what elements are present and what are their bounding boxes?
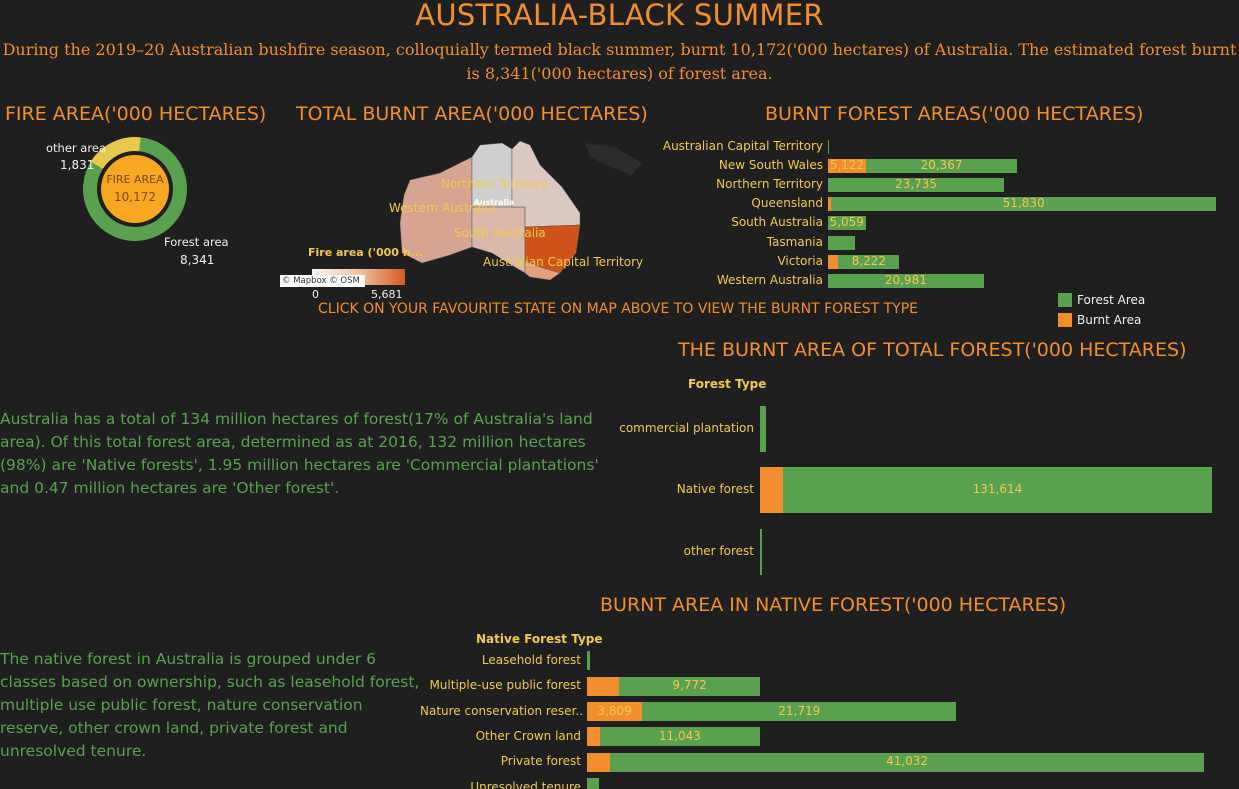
donut-slice-other-area[interactable] — [90, 137, 141, 170]
bar-value-label: 20,981 — [884, 273, 927, 287]
burnt-native-forest-chart: Leasehold forest Multiple-use public fore… — [420, 648, 1230, 789]
category-label: Unresolved tenure — [470, 779, 581, 789]
map-legend-title: Fire area ('000 h... — [308, 246, 424, 259]
forest-bar[interactable] — [828, 216, 866, 231]
forest-bar[interactable] — [828, 139, 830, 154]
dashboard-subtitle: During the 2019–20 Australian bushfire s… — [2, 40, 1237, 83]
forest-bar[interactable] — [610, 752, 1204, 772]
native-forest-description: The native forest in Australia is groupe… — [0, 650, 420, 760]
forest-bar[interactable] — [618, 676, 761, 696]
category-label: Northern Territory — [716, 177, 823, 191]
forest-bar[interactable] — [587, 651, 590, 671]
legend-burnt-swatch — [1058, 313, 1072, 327]
category-label: Western Australia — [716, 273, 823, 287]
donut-other-label: other area — [46, 141, 106, 155]
bar-value-label: 5,059 — [829, 215, 864, 230]
map-label-western-australia: Western Australia — [389, 201, 496, 215]
map-label-northern-territory: Northern Territory — [441, 177, 548, 191]
forest-bar[interactable] — [600, 727, 760, 747]
native-forest-heading: BURNT AREA IN NATIVE FOREST('000 HECTARE… — [600, 594, 1067, 616]
category-label: other forest — [683, 543, 754, 558]
map-attribution[interactable]: © Mapbox © OSM — [280, 275, 365, 287]
category-label: Native forest — [676, 482, 754, 497]
donut-center-value: 10,172 — [114, 190, 156, 204]
bar-value-label: 5,122 — [829, 157, 865, 172]
forest-bar[interactable] — [831, 197, 1216, 212]
burnt-total-forest-chart: commercial plantation Native forest 131,61… — [600, 398, 1230, 575]
native-forest-type-axis-title: Native Forest Type — [476, 632, 603, 646]
category-label: Nature conservation reser.. — [420, 703, 584, 718]
state-queensland[interactable] — [511, 140, 581, 228]
australia-map[interactable]: Australia — [380, 135, 650, 285]
burnt-bar[interactable] — [828, 254, 839, 269]
forest-type-axis-title: Forest Type — [688, 377, 767, 391]
map-label-south-australia: South Australia — [454, 226, 546, 240]
burnt-forest-areas-chart: Australian Capital Territory New South Wa… — [600, 137, 1230, 292]
fire-area-heading: FIRE AREA('000 HECTARES) — [5, 103, 267, 125]
legend-burnt-label: Burnt Area — [1077, 313, 1142, 327]
donut-forest-value: 8,341 — [180, 253, 215, 267]
state-western-australia[interactable] — [399, 156, 473, 264]
map-legend-max: 5,681 — [371, 288, 403, 301]
category-label: Tasmania — [766, 234, 823, 249]
map-heading: TOTAL BURNT AREA('000 HECTARES) — [296, 103, 648, 125]
forest-bar[interactable] — [760, 405, 767, 452]
map-country-label: Australia — [474, 198, 515, 207]
forest-bar[interactable] — [828, 274, 984, 288]
total-forest-heading: THE BURNT AREA OF TOTAL FOREST('000 HECT… — [678, 339, 1187, 361]
forest-bar[interactable] — [828, 235, 855, 250]
category-label: Private forest — [500, 754, 581, 769]
category-label: Multiple-use public forest — [429, 678, 581, 693]
bar-value-label: 20,367 — [920, 157, 963, 172]
map-instruction: CLICK ON YOUR FAVOURITE STATE ON MAP ABO… — [318, 301, 919, 317]
bar-value-label: 3,809 — [597, 703, 632, 718]
dashboard-title: AUSTRALIA-BLACK SUMMER — [415, 0, 824, 32]
burnt-bar[interactable] — [828, 197, 832, 212]
donut-center-circle — [101, 155, 169, 223]
forest-bar[interactable] — [782, 467, 1212, 514]
forest-bar[interactable] — [828, 178, 1005, 192]
bar-value-label: 11,043 — [658, 728, 701, 743]
bar-value-label: 131,614 — [972, 482, 1023, 497]
burnt-bar[interactable] — [587, 676, 619, 696]
forest-bar[interactable] — [642, 702, 957, 721]
legend-forest-swatch — [1058, 293, 1072, 307]
donut-other-value: 1,831 — [60, 158, 95, 172]
bar-value-label: 51,830 — [1002, 196, 1045, 211]
forest-bar[interactable] — [866, 158, 1018, 173]
forest-bar[interactable] — [760, 528, 762, 575]
category-label: Victoria — [777, 253, 823, 268]
papua-shape — [585, 143, 642, 175]
bar-value-label: 41,032 — [886, 754, 929, 769]
forest-description: Australia has a total of 134 million hec… — [0, 410, 599, 497]
map-label-act: Australian Capital Territory — [483, 255, 644, 269]
category-label: commercial plantation — [619, 420, 754, 435]
bar-value-label: 21,719 — [778, 703, 821, 718]
burnt-bar[interactable] — [587, 752, 611, 772]
burnt-bar[interactable] — [587, 702, 643, 721]
category-label: Leasehold forest — [481, 652, 581, 667]
burnt-bar[interactable] — [828, 158, 866, 173]
donut-center-label: FIRE AREA — [106, 173, 164, 186]
burnt-bar[interactable] — [587, 727, 601, 747]
bar-value-label: 23,735 — [895, 177, 938, 191]
burnt-bar[interactable] — [760, 467, 783, 514]
forest-bar[interactable] — [838, 254, 900, 269]
category-label: Australian Capital Territory — [662, 138, 823, 153]
category-label: Queensland — [751, 196, 823, 211]
donut-forest-label: Forest area — [164, 235, 229, 249]
fire-area-donut[interactable]: FIRE AREA 10,172 — [80, 134, 190, 244]
bar-value-label: 9,772 — [672, 678, 707, 693]
burnt-forest-areas-heading: BURNT FOREST AREAS('000 HECTARES) — [765, 103, 1144, 125]
legend-forest-label: Forest Area — [1077, 293, 1146, 307]
map-legend-min: 0 — [312, 288, 319, 301]
state-victoria[interactable] — [524, 260, 561, 281]
bar-value-label: 8,222 — [851, 253, 887, 268]
category-label: South Australia — [731, 215, 823, 230]
forest-bar[interactable] — [587, 778, 599, 789]
category-label: New South Wales — [718, 157, 823, 172]
category-label: Other Crown land — [475, 728, 581, 743]
